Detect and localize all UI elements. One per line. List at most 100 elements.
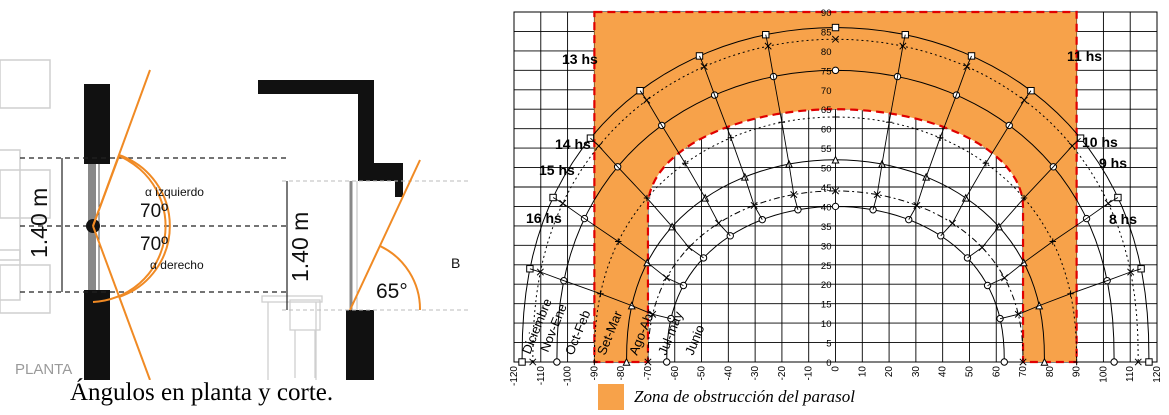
plan-angle-arc xyxy=(118,154,171,298)
point-marker xyxy=(1076,134,1085,142)
x-tick-label: -80 xyxy=(616,366,627,381)
point-marker xyxy=(591,358,598,366)
hour-label-right: 8 hs xyxy=(1109,211,1137,227)
point-marker xyxy=(1000,358,1008,366)
point-marker xyxy=(1145,358,1153,366)
x-tick-label: -10 xyxy=(804,366,815,381)
plan-angle-lines xyxy=(92,69,167,380)
legend-text: Zona de obstrucción del parasol xyxy=(634,387,855,406)
point-marker xyxy=(529,358,537,366)
plan-wall-bottom xyxy=(84,290,110,380)
hour-line xyxy=(987,197,1119,286)
y-tick-label: 50 xyxy=(821,164,832,175)
sun-path-line xyxy=(647,190,1024,363)
point-marker xyxy=(622,357,631,366)
y-tick-label: 15 xyxy=(821,300,832,311)
y-tick-label: 35 xyxy=(821,222,832,233)
sun-path-line xyxy=(593,116,1078,363)
y-tick-label: 90 xyxy=(821,8,832,19)
point-marker xyxy=(1040,357,1049,366)
hour-line xyxy=(872,34,906,210)
plan-angle-right-label: α derecho xyxy=(150,258,204,272)
hour-label-right: 11 hs xyxy=(1067,48,1102,64)
point-marker xyxy=(663,358,671,366)
point-marker xyxy=(831,23,840,32)
x-tick-label: -20 xyxy=(777,366,788,381)
point-marker xyxy=(831,66,840,75)
x-tick-label: -30 xyxy=(750,366,761,381)
section-dimension-text: 1.40 m xyxy=(287,212,313,282)
plan-furniture xyxy=(0,59,51,314)
obstruction-area xyxy=(593,10,1078,364)
plan-angle-bottom: 70º xyxy=(140,234,168,255)
y-tick-label: 70 xyxy=(821,86,832,97)
plan-angle-left-label: α izquierdo xyxy=(145,185,204,199)
x-tick-label: 60 xyxy=(991,366,1002,378)
hour-line xyxy=(590,137,704,259)
y-tick-label: 60 xyxy=(821,125,832,136)
section-angle-line xyxy=(349,159,421,311)
section-angle-arc xyxy=(379,245,422,311)
axis-ticks: 0 5 10 15 20 25 30 35 40 45 50 55 60 65 70 75 80 85 90 -120… xyxy=(509,8,1163,386)
hour-label-left: 14 hs xyxy=(555,136,591,152)
point-marker xyxy=(831,155,840,164)
y-tick-label: 30 xyxy=(821,241,832,252)
hour-line xyxy=(552,197,684,286)
hour-label-left: 15 hs xyxy=(539,162,575,178)
y-tick-label: 80 xyxy=(821,47,832,58)
hour-label-right: 9 hs xyxy=(1099,155,1127,171)
section-upper-wall xyxy=(358,80,374,175)
point-marker xyxy=(831,187,840,195)
x-tick-label: -50 xyxy=(697,366,708,381)
x-tick-label: -90 xyxy=(589,366,600,381)
obstruction-zone xyxy=(593,10,1078,364)
hour-line xyxy=(639,90,731,237)
hour-line xyxy=(967,137,1081,259)
x-tick-label: -100 xyxy=(563,366,574,386)
section-ceiling xyxy=(258,80,370,94)
section-lintel xyxy=(358,163,403,181)
y-tick-label: 65 xyxy=(821,105,832,116)
hour-label-right: 10 hs xyxy=(1082,134,1118,150)
chart-legend: Zona de obstrucción del parasol xyxy=(598,384,855,410)
x-tick-label: 50 xyxy=(964,366,975,378)
hour-label-left: 13 hs xyxy=(562,51,598,67)
y-tick-label: 5 xyxy=(826,339,831,350)
plan-view: PLANTA 1.40 m 70º 70º α izquierdo α dere… xyxy=(0,59,290,380)
x-tick-label: 100 xyxy=(1098,366,1109,383)
x-tick-label: -60 xyxy=(670,366,681,381)
sun-path-line xyxy=(532,38,1139,363)
y-tick-label: 10 xyxy=(821,319,832,330)
point-marker xyxy=(831,35,840,43)
hour-line xyxy=(699,55,763,220)
x-tick-label: 0 xyxy=(831,366,842,372)
hour-line xyxy=(940,90,1032,237)
x-tick-label: 90 xyxy=(1072,366,1083,378)
legend-swatch xyxy=(598,384,624,410)
section-angle-label: B xyxy=(451,255,460,271)
y-tick-label: 40 xyxy=(821,202,832,213)
section-view: 1.40 m 65° B xyxy=(258,80,470,380)
point-marker xyxy=(1019,358,1027,366)
hour-line xyxy=(765,34,799,210)
point-marker xyxy=(553,358,561,366)
x-tick-label: 20 xyxy=(884,366,895,378)
point-marker xyxy=(1110,358,1118,366)
y-tick-label: 45 xyxy=(821,183,832,194)
y-tick-label: 85 xyxy=(821,27,832,38)
point-marker xyxy=(832,113,839,121)
x-tick-label: 80 xyxy=(1045,366,1056,378)
section-guide-lines xyxy=(282,180,470,311)
x-tick-label: -40 xyxy=(723,366,734,381)
section-furniture xyxy=(261,295,323,380)
plan-label: PLANTA xyxy=(15,361,72,378)
x-tick-label: -110 xyxy=(536,366,547,386)
hour-line xyxy=(908,55,972,220)
x-tick-label: 70 xyxy=(1018,366,1029,378)
hour-line xyxy=(529,268,672,320)
x-tick-label: 10 xyxy=(857,366,868,378)
plan-guide-lines xyxy=(20,157,290,293)
plan-dimension-text: 1.40 m xyxy=(26,188,52,258)
plan-wall-top xyxy=(84,84,110,164)
